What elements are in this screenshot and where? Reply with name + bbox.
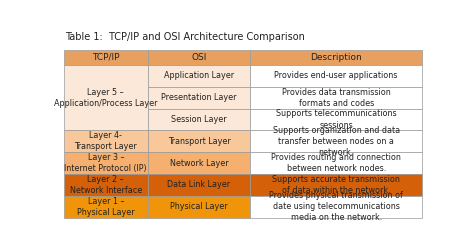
Bar: [64, 196, 148, 218]
Bar: [250, 196, 422, 218]
Text: Layer 4-
Transport Layer: Layer 4- Transport Layer: [74, 131, 137, 151]
Bar: [250, 65, 422, 87]
Text: Table 1:  TCP/IP and OSI Architecture Comparison: Table 1: TCP/IP and OSI Architecture Com…: [65, 33, 305, 42]
Bar: [64, 50, 148, 65]
Bar: [64, 65, 148, 130]
Bar: [148, 50, 250, 65]
Text: Application Layer: Application Layer: [164, 71, 234, 81]
Text: Presentation Layer: Presentation Layer: [161, 93, 237, 102]
Bar: [250, 87, 422, 109]
Bar: [148, 87, 250, 109]
Bar: [250, 152, 422, 174]
Text: Provides data transmission
formats and codes: Provides data transmission formats and c…: [282, 88, 391, 108]
Bar: [64, 174, 148, 196]
Text: Session Layer: Session Layer: [171, 115, 227, 124]
Text: Description: Description: [310, 53, 362, 62]
Bar: [148, 109, 250, 130]
Text: Network Layer: Network Layer: [170, 159, 228, 167]
Text: Supports accurate transmission
of data within the network.: Supports accurate transmission of data w…: [272, 175, 400, 195]
Bar: [64, 130, 148, 152]
Text: Layer 5 –
Application/Process Layer: Layer 5 – Application/Process Layer: [54, 88, 157, 108]
Text: Provides physical transmission of
date using telecommunications
media on the net: Provides physical transmission of date u…: [269, 191, 403, 222]
Text: Layer 1 –
Physical Layer: Layer 1 – Physical Layer: [77, 197, 135, 217]
Text: OSI: OSI: [191, 53, 207, 62]
Text: Physical Layer: Physical Layer: [170, 202, 228, 211]
Bar: [148, 174, 250, 196]
Bar: [250, 174, 422, 196]
Text: Layer 3 –
Internet Protocol (IP): Layer 3 – Internet Protocol (IP): [64, 153, 147, 173]
Bar: [148, 65, 250, 87]
Bar: [148, 196, 250, 218]
Bar: [250, 50, 422, 65]
Bar: [250, 109, 422, 130]
Text: Provides end-user applications: Provides end-user applications: [274, 71, 398, 81]
Bar: [250, 130, 422, 152]
Text: Data Link Layer: Data Link Layer: [167, 180, 230, 189]
Text: Supports organization and data
transfer between nodes on a
network.: Supports organization and data transfer …: [273, 126, 400, 157]
Bar: [64, 152, 148, 174]
Text: Transport Layer: Transport Layer: [168, 137, 230, 146]
Bar: [148, 130, 250, 152]
Bar: [148, 152, 250, 174]
Text: Provides routing and connection
between network nodes.: Provides routing and connection between …: [271, 153, 401, 173]
Text: Supports telecommunications
sessions: Supports telecommunications sessions: [276, 109, 396, 130]
Text: TCP/IP: TCP/IP: [92, 53, 119, 62]
Text: Layer 2 –
Network Interface: Layer 2 – Network Interface: [70, 175, 142, 195]
